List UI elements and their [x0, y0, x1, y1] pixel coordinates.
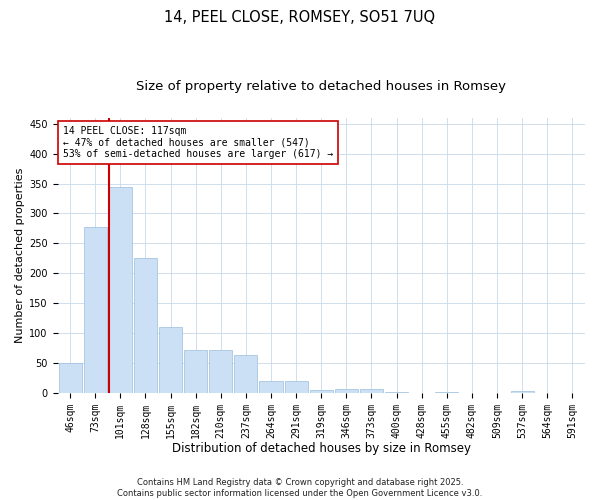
Bar [435, 392, 458, 393]
Bar [159, 327, 182, 393]
Bar [360, 388, 383, 393]
Text: Contains HM Land Registry data © Crown copyright and database right 2025.
Contai: Contains HM Land Registry data © Crown c… [118, 478, 482, 498]
Bar [335, 388, 358, 393]
Y-axis label: Number of detached properties: Number of detached properties [15, 168, 25, 343]
Bar [259, 381, 283, 393]
Bar [511, 391, 534, 393]
Bar [385, 392, 408, 393]
Bar [235, 355, 257, 393]
Bar [284, 381, 308, 393]
Bar [184, 350, 207, 393]
X-axis label: Distribution of detached houses by size in Romsey: Distribution of detached houses by size … [172, 442, 471, 455]
Title: Size of property relative to detached houses in Romsey: Size of property relative to detached ho… [136, 80, 506, 93]
Bar [209, 350, 232, 393]
Text: 14, PEEL CLOSE, ROMSEY, SO51 7UQ: 14, PEEL CLOSE, ROMSEY, SO51 7UQ [164, 10, 436, 25]
Bar [83, 227, 107, 393]
Text: 14 PEEL CLOSE: 117sqm
← 47% of detached houses are smaller (547)
53% of semi-det: 14 PEEL CLOSE: 117sqm ← 47% of detached … [63, 126, 333, 159]
Bar [310, 390, 333, 393]
Bar [109, 187, 132, 393]
Bar [59, 363, 82, 393]
Bar [134, 258, 157, 393]
